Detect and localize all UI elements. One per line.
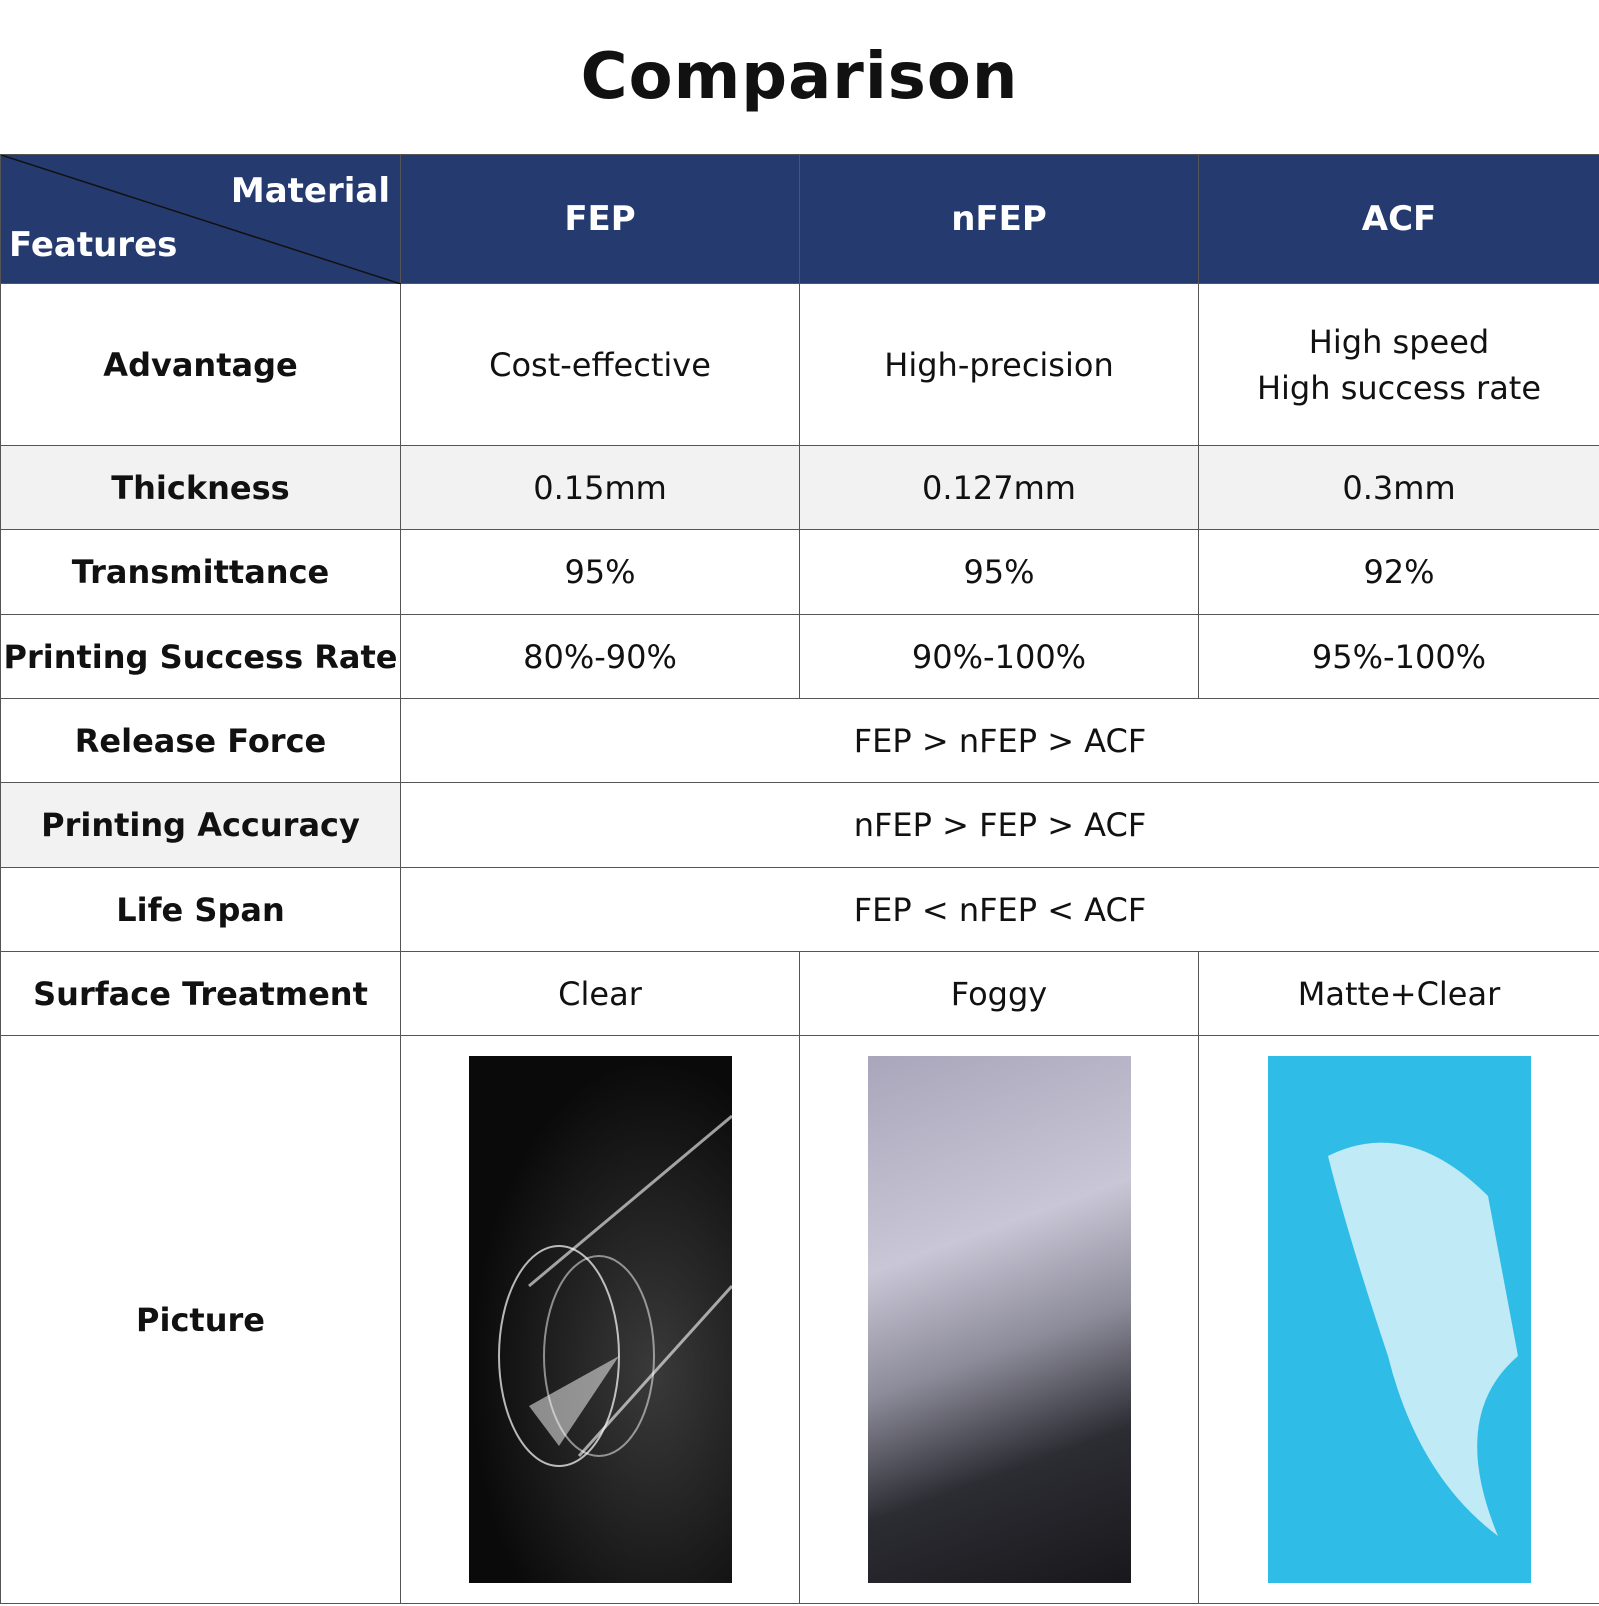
row-label: Transmittance xyxy=(0,529,401,615)
cell: 92% xyxy=(1198,529,1599,615)
row-label: Printing Success Rate xyxy=(0,614,401,699)
row-thickness: Thickness 0.15mm 0.127mm 0.3mm xyxy=(0,445,1599,530)
header-nfep: nFEP xyxy=(799,154,1199,284)
row-label: Advantage xyxy=(0,283,401,446)
row-label: Surface Treatment xyxy=(0,951,401,1036)
features-header: Features xyxy=(9,225,178,265)
diagonal-divider xyxy=(1,155,401,284)
row-advantage: Advantage Cost-effective High-precision … xyxy=(0,283,1599,446)
cell: Foggy xyxy=(799,951,1199,1036)
row-surface-treatment: Surface Treatment Clear Foggy Matte+Clea… xyxy=(0,951,1599,1036)
row-label: Picture xyxy=(0,1035,401,1604)
cell: 0.3mm xyxy=(1198,445,1599,530)
row-label: Printing Accuracy xyxy=(0,782,401,868)
cell: High speed High success rate xyxy=(1198,283,1599,446)
cell: Cost-effective xyxy=(400,283,800,446)
header-row: Material Features FEP nFEP ACF xyxy=(0,154,1599,284)
row-success-rate: Printing Success Rate 80%-90% 90%-100% 9… xyxy=(0,614,1599,699)
comparison-table: Material Features FEP nFEP ACF Advantage… xyxy=(0,154,1599,1604)
cell: 0.127mm xyxy=(799,445,1199,530)
cell xyxy=(400,1035,800,1604)
cell: 95%-100% xyxy=(1198,614,1599,699)
row-label: Release Force xyxy=(0,698,401,783)
row-label: Life Span xyxy=(0,867,401,952)
cell: nFEP > FEP > ACF xyxy=(400,782,1599,868)
row-printing-accuracy: Printing Accuracy nFEP > FEP > ACF xyxy=(0,782,1599,868)
corner-header: Material Features xyxy=(0,154,401,284)
cell: 80%-90% xyxy=(400,614,800,699)
row-label: Thickness xyxy=(0,445,401,530)
fep-film-image xyxy=(468,1056,732,1583)
cell xyxy=(799,1035,1199,1604)
acf-film-image xyxy=(1267,1056,1531,1583)
material-header: Material xyxy=(230,171,390,211)
cell: Clear xyxy=(400,951,800,1036)
cell xyxy=(1198,1035,1599,1604)
nfep-film-image xyxy=(867,1056,1131,1583)
row-transmittance: Transmittance 95% 95% 92% xyxy=(0,529,1599,615)
row-release-force: Release Force FEP > nFEP > ACF xyxy=(0,698,1599,783)
cell: 95% xyxy=(400,529,800,615)
page-title: Comparison xyxy=(580,40,1019,114)
cell: 95% xyxy=(799,529,1199,615)
cell: 90%-100% xyxy=(799,614,1199,699)
cell: FEP < nFEP < ACF xyxy=(400,867,1599,952)
cell: High-precision xyxy=(799,283,1199,446)
cell: FEP > nFEP > ACF xyxy=(400,698,1599,783)
cell: 0.15mm xyxy=(400,445,800,530)
header-fep: FEP xyxy=(400,154,800,284)
row-life-span: Life Span FEP < nFEP < ACF xyxy=(0,867,1599,952)
cell: Matte+Clear xyxy=(1198,951,1599,1036)
header-acf: ACF xyxy=(1198,154,1599,284)
row-picture: Picture xyxy=(0,1035,1599,1604)
